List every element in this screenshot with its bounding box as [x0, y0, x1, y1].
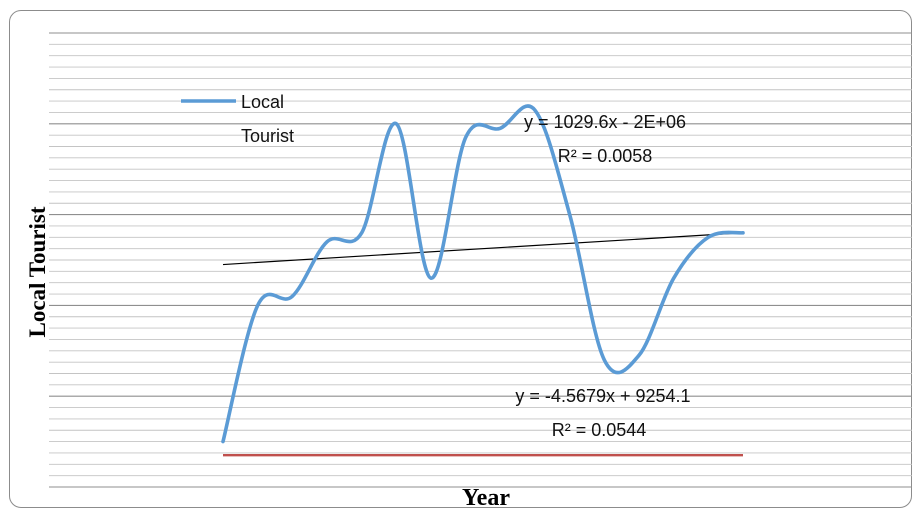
x-axis-title: Year	[462, 485, 510, 511]
gridlines	[49, 32, 912, 488]
trendline-equation-2: y = -4.5679x + 9254.1	[515, 386, 690, 406]
legend-label-local-tourist-cont: Tourist	[241, 126, 294, 146]
trendline-equation-1: y = 1029.6x - 2E+06	[524, 112, 686, 132]
trendline-r-squared-1: R² = 0.0058	[558, 146, 653, 166]
series-line-local-tourist	[221, 104, 745, 444]
chart-area	[9, 10, 912, 508]
legend: Local Tourist	[181, 92, 294, 146]
trendlines	[222, 232, 744, 457]
trendline-r-squared-2: R² = 0.0544	[552, 420, 647, 440]
legend-label-local-tourist: Local	[241, 92, 284, 112]
y-axis-title: Local Tourist	[25, 206, 50, 337]
trendline-1	[222, 232, 744, 266]
